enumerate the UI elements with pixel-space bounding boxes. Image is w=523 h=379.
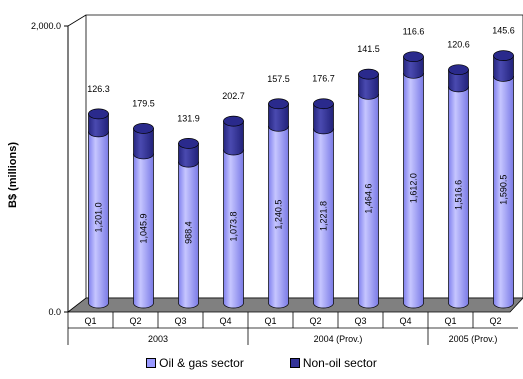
side-wall-top <box>67 14 87 27</box>
bar-8: 1,612.0 116.6 <box>403 27 425 309</box>
x-tick-label: Q2 <box>309 316 321 326</box>
bar-non-oil-segment <box>493 55 514 82</box>
data-label-non-oil: 157.5 <box>267 74 290 84</box>
y-axis-title: B$ (millions) <box>7 142 19 208</box>
x-tick-label: Q1 <box>444 316 456 326</box>
x-tick-label: Q2 <box>489 316 501 326</box>
bar-top-cap <box>403 51 424 63</box>
bar-9: 1,516.6 120.6 <box>447 40 470 309</box>
bar-top-cap <box>268 98 289 110</box>
bar-non-oil-segment <box>358 73 379 100</box>
legend-item-non-oil: Non-oil sector <box>289 356 377 370</box>
x-group-label: 2003 <box>148 334 168 344</box>
bars-layer: 1,201.0 126.3 1,045.9 179.5 988.4 131.9 1,073.… <box>87 26 515 309</box>
data-label-oil: 1,073.8 <box>229 211 239 241</box>
legend-label-oil: Oil & gas sector <box>159 356 244 370</box>
x-tick-label: Q4 <box>219 316 231 326</box>
bar-oil-segment <box>313 128 334 309</box>
bar-oil-segment <box>358 93 379 309</box>
bar-non-oil-segment <box>88 113 109 138</box>
legend-item-oil: Oil & gas sector <box>146 356 244 370</box>
legend: Oil & gas sector Non-oil sector <box>0 356 523 370</box>
bar-top-cap <box>223 115 244 127</box>
data-label-oil: 1,612.0 <box>409 173 419 203</box>
data-label-oil: 1,590.5 <box>499 175 509 205</box>
bar-top-cap <box>448 64 469 76</box>
bar-top-cap <box>178 138 199 149</box>
bar-5: 1,240.5 157.5 <box>267 74 290 309</box>
data-label-non-oil: 176.7 <box>312 74 335 84</box>
bar-1: 1,201.0 126.3 <box>87 84 110 309</box>
data-label-oil: 1,201.0 <box>94 202 104 232</box>
data-label-non-oil: 179.5 <box>132 98 155 108</box>
bar-oil-segment <box>133 153 154 309</box>
data-label-oil: 1,464.6 <box>364 184 374 214</box>
bar-top-cap <box>133 123 154 134</box>
bar-top-cap <box>358 68 379 80</box>
bar-6: 1,221.8 176.7 <box>312 74 335 309</box>
bar-oil-segment <box>88 131 109 309</box>
x-tick-label: Q1 <box>264 316 276 326</box>
data-label-non-oil: 145.6 <box>492 26 515 36</box>
bar-3: 988.4 131.9 <box>177 113 200 309</box>
bar-top-cap <box>493 50 514 61</box>
bar-non-oil-segment <box>133 128 154 160</box>
x-group-label: 2004 (Prov.) <box>314 334 363 344</box>
data-label-oil: 1,221.8 <box>319 201 329 231</box>
data-label-oil: 1,045.9 <box>139 213 149 243</box>
data-label-non-oil: 126.3 <box>87 84 110 94</box>
legend-swatch-non-oil <box>289 358 300 368</box>
x-tick-label: Q3 <box>354 316 366 326</box>
data-label-non-oil: 202.7 <box>222 91 245 101</box>
legend-label-non-oil: Non-oil sector <box>302 356 377 370</box>
bar-top-cap <box>313 98 334 110</box>
data-label-oil: 988.4 <box>184 221 194 244</box>
bar-4: 1,073.8 202.7 <box>222 91 245 309</box>
bar-non-oil-segment <box>268 103 289 132</box>
bar-oil-segment <box>403 72 424 309</box>
y-tick-label-max: 2,000.0 <box>31 21 61 31</box>
bar-10: 1,590.5 145.6 <box>492 26 515 309</box>
x-tick-label: Q3 <box>174 316 186 326</box>
x-tick-label: Q4 <box>399 316 411 326</box>
data-label-oil: 1,516.6 <box>454 180 464 210</box>
bar-non-oil-segment <box>223 120 244 156</box>
y-tick-label-min: 0.0 <box>48 307 61 317</box>
bar-oil-segment <box>178 161 199 309</box>
x-group-label: 2005 (Prov.) <box>449 334 498 344</box>
data-label-non-oil: 120.6 <box>447 40 470 50</box>
bar-oil-segment <box>448 86 469 309</box>
bar-non-oil-segment <box>403 56 424 79</box>
bar-7: 1,464.6 141.5 <box>357 44 380 309</box>
data-label-non-oil: 116.6 <box>403 27 425 37</box>
bar-non-oil-segment <box>313 103 334 135</box>
legend-swatch-oil <box>146 358 157 368</box>
bar-oil-segment <box>493 76 514 309</box>
x-tick-label: Q1 <box>84 316 96 326</box>
bar-non-oil-segment <box>178 143 199 168</box>
bar-oil-segment <box>223 149 244 309</box>
bar-top-cap <box>88 108 109 120</box>
bar-2: 1,045.9 179.5 <box>132 98 155 309</box>
data-label-non-oil: 131.9 <box>177 113 200 123</box>
x-tick-label: Q2 <box>129 316 141 326</box>
bar-non-oil-segment <box>448 69 469 93</box>
category-axis: Q1 Q2 Q3 Q4 Q1 Q2 Q3 Q4 Q1 Q2 2003 2004 (Prov.) 2005… <box>67 312 518 345</box>
data-label-non-oil: 141.5 <box>357 44 380 54</box>
bar-oil-segment <box>268 125 289 309</box>
data-label-oil: 1,240.5 <box>274 200 284 230</box>
